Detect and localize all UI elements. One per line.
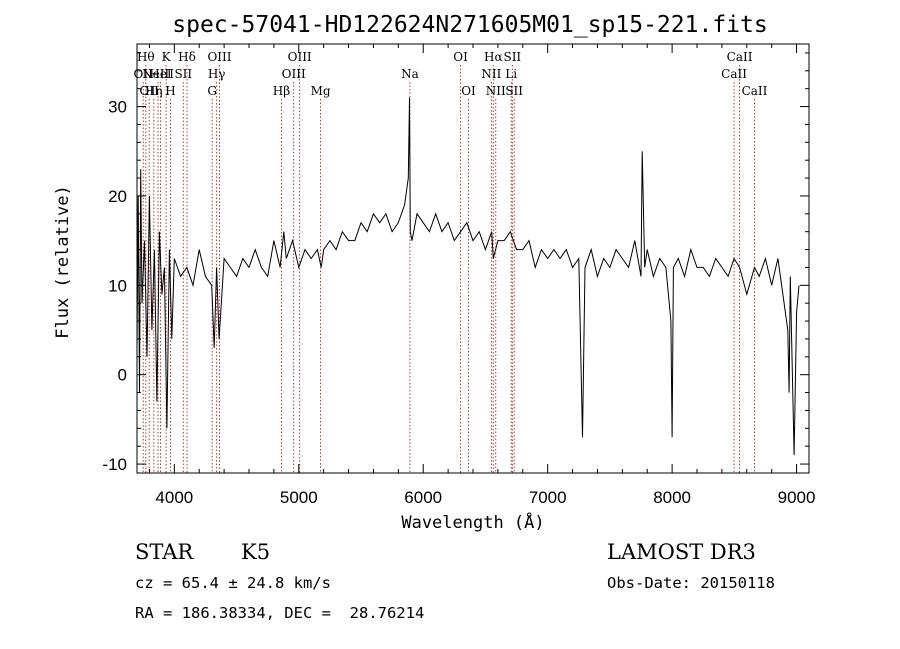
spectral-line-label: Hγ — [208, 67, 226, 81]
x-tick-label: 5000 — [280, 488, 318, 507]
spectral-line-label: CaII — [721, 67, 747, 81]
y-tick-label: 20 — [108, 187, 127, 206]
spectral-line-label: CaII — [742, 84, 768, 98]
spectral-line-labels: OIIHθOIIHηNeIIIHeIKHSIIHδGHγOIIIHβOIIIOI… — [134, 50, 768, 98]
spectral-line-label: OI — [461, 84, 476, 98]
object-class: STAR — [135, 540, 194, 564]
x-tick-label: 6000 — [404, 488, 442, 507]
spectral-line-label: G — [207, 84, 217, 98]
x-tick-label: 9000 — [778, 488, 816, 507]
spectral-line-label: SII — [503, 50, 521, 64]
spectral-line-label: SII — [505, 84, 523, 98]
observation-date: Obs-Date: 20150118 — [607, 574, 775, 592]
plot-frame — [136, 43, 810, 474]
spectral-line-label: NII — [486, 84, 506, 98]
spectral-line-label: K — [162, 50, 172, 64]
spectral-line-label: Hθ — [137, 50, 155, 64]
chart-title: spec-57041-HD122624N271605M01_sp15-221.f… — [172, 12, 767, 38]
spectral-line-label: CaII — [727, 50, 753, 64]
spectrum-line — [136, 97, 800, 456]
spectral-line-label: Li — [505, 67, 517, 81]
x-tick-label: 8000 — [653, 488, 691, 507]
y-axis-ticks: -10 0 10 20 30 — [102, 52, 809, 474]
x-axis-ticks: 4000 5000 6000 7000 8000 9000 — [148, 44, 816, 507]
ra-dec-coordinates: RA = 186.38334, DEC = 28.76214 — [135, 604, 425, 622]
spectral-line-label: OI — [453, 50, 468, 64]
spectral-line-markers — [142, 65, 755, 473]
object-subclass: K5 — [241, 540, 271, 564]
spectral-line-label: HeI — [149, 67, 172, 81]
survey-name: LAMOST DR3 — [607, 540, 756, 564]
x-tick-label: 4000 — [155, 488, 193, 507]
x-axis-label: Wavelength (Å) — [401, 511, 544, 533]
spectral-line-label: Mg — [311, 84, 331, 98]
spectral-line-label: Hα — [484, 50, 503, 64]
spectral-line-label: Na — [401, 67, 419, 81]
spectral-line-label: Hη — [145, 84, 163, 98]
spectral-line-label: Hδ — [178, 50, 196, 64]
y-tick-label: -10 — [102, 455, 127, 474]
spectral-line-label: NII — [481, 67, 501, 81]
y-tick-label: 10 — [108, 276, 127, 295]
redshift-velocity: cz = 65.4 ± 24.8 km/s — [135, 574, 331, 592]
spectral-line-label: Hβ — [273, 84, 290, 98]
spectral-line-label: OIII — [282, 67, 306, 81]
spectral-line-label: H — [165, 84, 175, 98]
y-tick-label: 30 — [108, 98, 127, 117]
spectral-line-label: SII — [174, 67, 192, 81]
y-axis-label: Flux (relative) — [53, 185, 73, 339]
spectral-line-label: OIII — [207, 50, 231, 64]
x-tick-label: 7000 — [529, 488, 567, 507]
y-tick-label: 0 — [118, 366, 127, 385]
spectral-line-label: OII — [140, 84, 160, 98]
spectral-line-label: OIII — [288, 50, 312, 64]
spectral-line-label: NeIII — [142, 67, 174, 81]
